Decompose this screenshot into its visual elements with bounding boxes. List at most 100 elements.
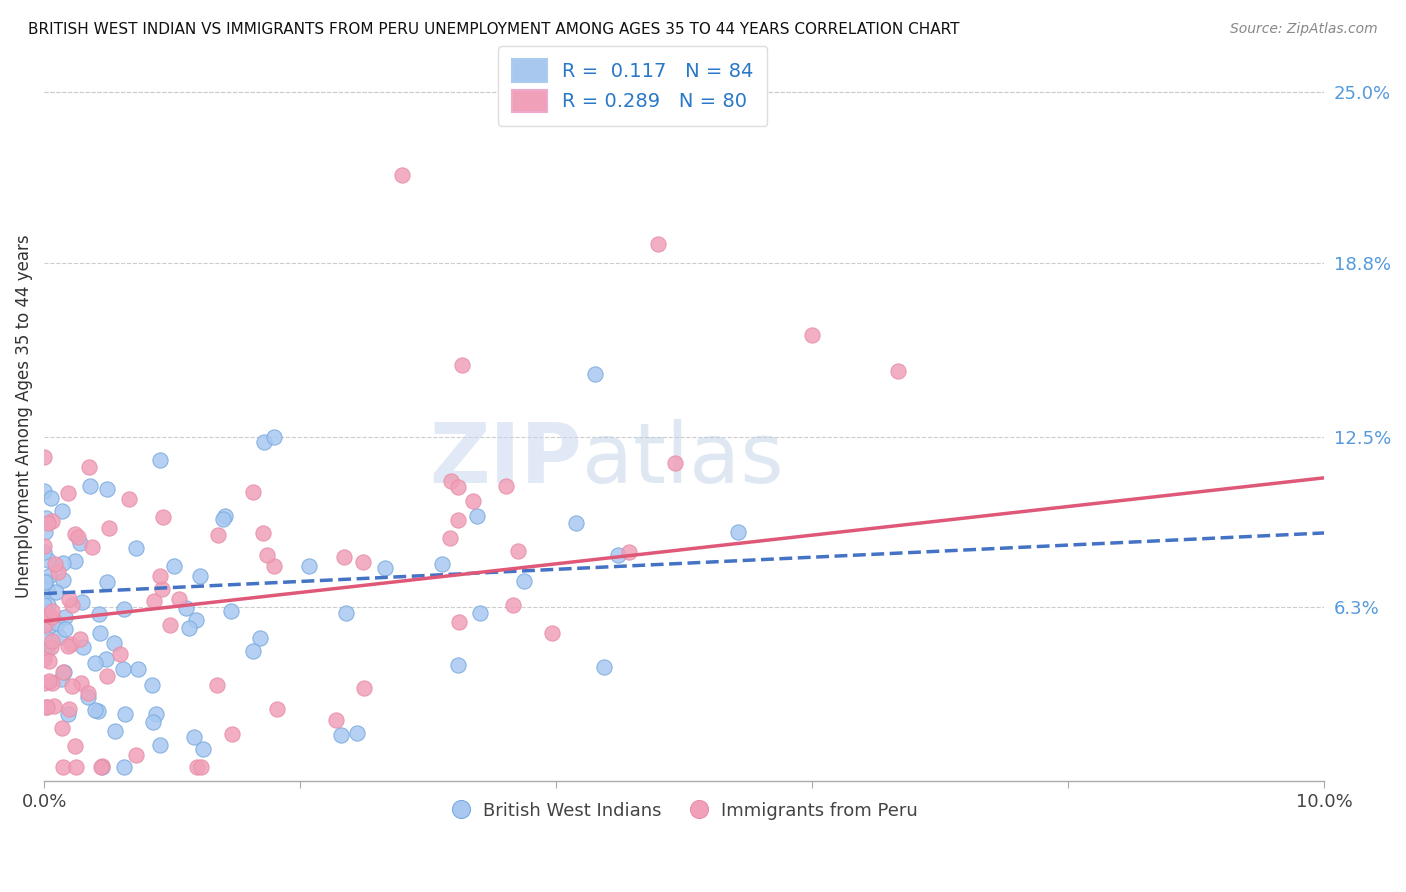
Point bbox=[249, 632, 271, 646]
Point bbox=[84, 703, 107, 717]
Point bbox=[118, 491, 141, 506]
Point bbox=[48, 630, 70, 644]
Point bbox=[145, 707, 167, 722]
Point bbox=[112, 662, 135, 676]
Point bbox=[35, 582, 58, 596]
Point bbox=[242, 644, 264, 658]
Point bbox=[52, 760, 75, 774]
Point bbox=[112, 602, 135, 616]
Point bbox=[96, 669, 118, 683]
Point bbox=[149, 453, 172, 467]
Point bbox=[221, 727, 243, 741]
Point bbox=[60, 598, 83, 612]
Point bbox=[41, 640, 63, 654]
Point bbox=[253, 435, 276, 450]
Point bbox=[70, 594, 93, 608]
Point bbox=[149, 738, 172, 752]
Point bbox=[188, 568, 211, 582]
Point bbox=[69, 535, 91, 549]
Point bbox=[46, 565, 69, 579]
Point bbox=[191, 741, 214, 756]
Point bbox=[65, 739, 87, 754]
Point bbox=[52, 573, 75, 587]
Point bbox=[114, 707, 136, 722]
Point bbox=[96, 482, 118, 496]
Point bbox=[51, 665, 73, 679]
Point bbox=[432, 557, 454, 571]
Point bbox=[219, 604, 242, 618]
Point bbox=[205, 677, 228, 691]
Point bbox=[38, 568, 60, 582]
Point bbox=[184, 613, 207, 627]
Point bbox=[593, 660, 616, 674]
Point bbox=[37, 608, 59, 623]
Text: ZIP: ZIP bbox=[429, 419, 582, 500]
Point bbox=[41, 610, 63, 624]
Point bbox=[330, 728, 353, 742]
Point bbox=[90, 760, 112, 774]
Text: BRITISH WEST INDIAN VS IMMIGRANTS FROM PERU UNEMPLOYMENT AMONG AGES 35 TO 44 YEA: BRITISH WEST INDIAN VS IMMIGRANTS FROM P… bbox=[28, 22, 960, 37]
Point bbox=[112, 760, 135, 774]
Point bbox=[141, 678, 163, 692]
Point bbox=[65, 760, 87, 774]
Point bbox=[125, 747, 148, 762]
Point bbox=[256, 548, 278, 562]
Point bbox=[495, 479, 517, 493]
Point bbox=[41, 675, 63, 690]
Point bbox=[619, 545, 641, 559]
Point bbox=[80, 540, 103, 554]
Point bbox=[70, 675, 93, 690]
Point bbox=[45, 585, 67, 599]
Point bbox=[58, 591, 80, 606]
Point bbox=[263, 429, 285, 443]
Point bbox=[69, 632, 91, 646]
Point bbox=[58, 485, 80, 500]
Point bbox=[51, 504, 73, 518]
Point bbox=[55, 609, 77, 624]
Text: atlas: atlas bbox=[582, 419, 783, 500]
Point bbox=[51, 721, 73, 735]
Point bbox=[212, 512, 235, 526]
Point bbox=[38, 673, 60, 688]
Point bbox=[35, 700, 58, 714]
Point bbox=[391, 168, 413, 182]
Point bbox=[183, 730, 205, 744]
Point bbox=[34, 450, 56, 465]
Point bbox=[333, 549, 356, 564]
Point bbox=[97, 521, 120, 535]
Point bbox=[887, 364, 910, 378]
Point bbox=[37, 599, 59, 613]
Point bbox=[127, 662, 149, 676]
Point bbox=[190, 760, 212, 774]
Point bbox=[52, 557, 75, 571]
Point bbox=[266, 701, 288, 715]
Point bbox=[374, 561, 396, 575]
Point bbox=[352, 555, 374, 569]
Point bbox=[77, 460, 100, 475]
Point bbox=[142, 594, 165, 608]
Point bbox=[325, 713, 347, 727]
Point bbox=[56, 639, 79, 653]
Point bbox=[76, 686, 98, 700]
Point bbox=[34, 574, 56, 588]
Point bbox=[32, 484, 55, 499]
Point bbox=[90, 760, 112, 774]
Point bbox=[353, 681, 375, 695]
Text: Source: ZipAtlas.com: Source: ZipAtlas.com bbox=[1230, 22, 1378, 37]
Point bbox=[34, 604, 56, 618]
Point bbox=[335, 607, 357, 621]
Point bbox=[34, 511, 56, 525]
Point bbox=[87, 607, 110, 622]
Point bbox=[51, 672, 73, 686]
Point bbox=[34, 617, 56, 632]
Point bbox=[177, 621, 200, 635]
Point bbox=[58, 701, 80, 715]
Point bbox=[34, 630, 56, 644]
Point bbox=[83, 656, 105, 670]
Point bbox=[447, 512, 470, 526]
Point bbox=[167, 591, 190, 606]
Point bbox=[35, 700, 58, 714]
Point bbox=[298, 559, 321, 574]
Point bbox=[34, 574, 56, 589]
Point bbox=[465, 508, 488, 523]
